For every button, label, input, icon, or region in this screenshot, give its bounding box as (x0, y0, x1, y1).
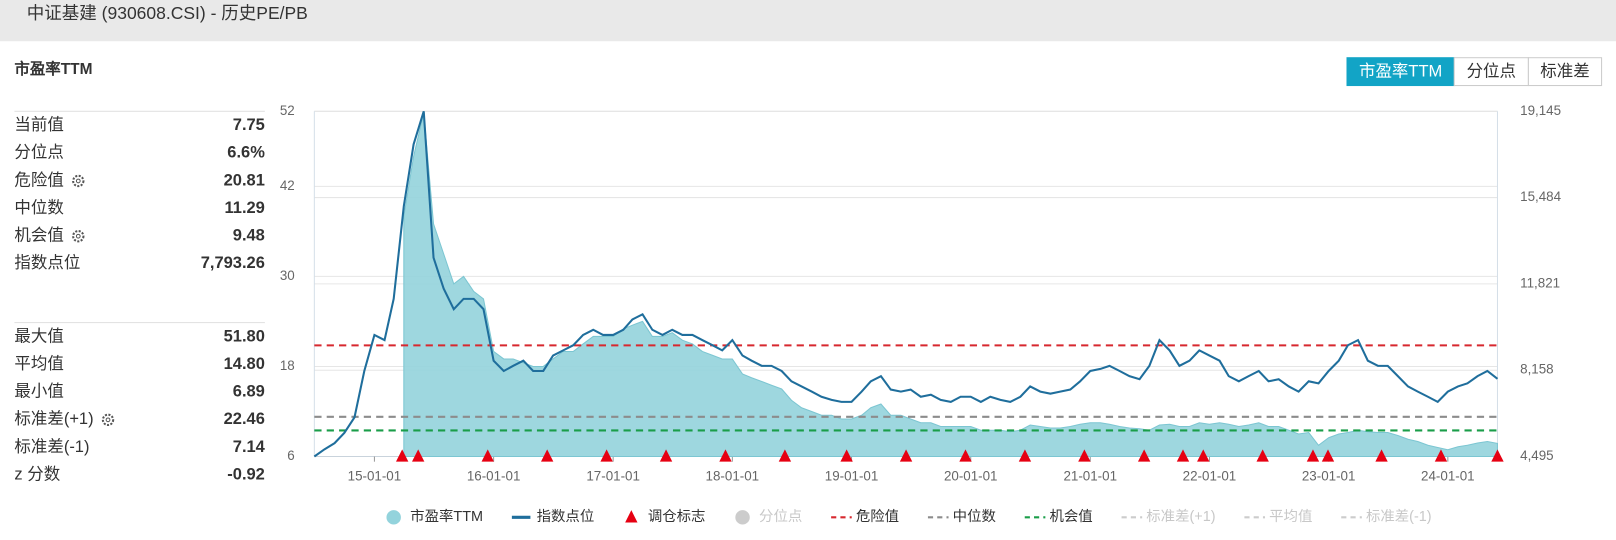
stat-value: 7,793.26 (201, 254, 265, 272)
legend-label[interactable]: 危险值 (856, 508, 899, 525)
tab[interactable] (1346, 57, 1455, 87)
rebalance-marker (1018, 449, 1032, 462)
y2-tick-label: 11,821 (1520, 275, 1560, 290)
legend-label[interactable]: 分位点 (759, 508, 802, 525)
rebalance-marker (1176, 449, 1190, 462)
stat-label: 危险值 (14, 171, 63, 189)
settings-icon-hub (75, 178, 81, 184)
legend-label[interactable]: 中位数 (953, 508, 996, 525)
tab-label[interactable]: 分位点 (1467, 62, 1516, 80)
settings-icon[interactable] (72, 230, 85, 243)
legend-icon[interactable] (735, 510, 750, 525)
y-tick-label: 6 (287, 448, 294, 463)
legend-label[interactable]: 指数点位 (537, 508, 595, 525)
stat-value: 22.46 (224, 410, 265, 428)
stat-label: 当前值 (14, 116, 63, 134)
rebalance-marker (1197, 449, 1210, 462)
legend-label[interactable]: 市盈率TTM (410, 508, 483, 525)
x-tick-label: 15-01-01 (348, 469, 402, 484)
legend-icon[interactable] (386, 510, 401, 525)
rebalance-marker (959, 449, 972, 462)
settings-icon[interactable] (72, 174, 85, 188)
stat-value: 7.14 (233, 438, 266, 456)
legend-icon[interactable] (625, 510, 638, 523)
stat-value: 7.75 (233, 116, 265, 134)
rebalance-marker (899, 449, 913, 462)
y-tick-label: 42 (280, 178, 295, 193)
tab[interactable] (1527, 57, 1603, 87)
legend-label[interactable]: 机会值 (1049, 508, 1092, 525)
stat-value: 6.6% (227, 144, 265, 162)
stat-label: 指数点位 (14, 254, 80, 272)
index-line (313, 110, 1499, 458)
stat-value: 51.80 (224, 327, 265, 345)
x-tick-label: 23-01-01 (1302, 469, 1356, 484)
stat-value: 9.48 (233, 227, 265, 245)
stat-label: 中位数 (14, 199, 63, 217)
x-tick-label: 24-01-01 (1421, 469, 1475, 484)
rebalance-marker (778, 449, 792, 462)
rebalance-marker (1321, 449, 1335, 462)
y2-tick-label: 4,495 (1520, 448, 1553, 463)
rebalance-marker (1256, 449, 1269, 462)
legend-label[interactable]: 调仓标志 (648, 508, 706, 525)
rebalance-marker (1306, 449, 1320, 462)
stat-value: -0.92 (227, 465, 265, 483)
y2-tick-label: 19,145 (1520, 103, 1561, 118)
rebalance-marker (840, 449, 853, 462)
y-tick-label: 52 (280, 103, 295, 118)
stat-label: 平均值 (14, 355, 63, 373)
x-tick-label: 19-01-01 (825, 469, 879, 484)
x-tick-label: 20-01-01 (944, 469, 998, 484)
stat-label: 分位点 (14, 144, 63, 162)
rebalance-marker (1375, 449, 1388, 462)
rebalance-marker (659, 449, 673, 462)
settings-icon[interactable] (101, 413, 115, 427)
rebalance-marker (540, 449, 554, 462)
rebalance-marker (1137, 449, 1151, 462)
x-tick-label: 18-01-01 (706, 469, 760, 484)
rebalance-marker (1491, 449, 1504, 462)
y2-tick-label: 8,158 (1520, 362, 1553, 377)
settings-icon-hub (75, 233, 81, 239)
pe-area (403, 112, 1498, 458)
stat-label: 标准差(-1) (14, 438, 89, 456)
stat-label: 最大值 (14, 327, 63, 345)
rebalance-marker (481, 449, 494, 462)
y2-tick-label: 15,484 (1520, 189, 1561, 204)
settings-icon-hub (105, 417, 111, 423)
rebalance-marker (600, 449, 613, 462)
legend-label[interactable]: 标准差(-1) (1366, 508, 1432, 525)
rebalance-marker (719, 449, 732, 462)
rebalance-marker (1434, 449, 1448, 462)
stat-value: 20.81 (224, 171, 265, 189)
rebalance-marker (412, 449, 425, 462)
y-tick-label: 18 (280, 358, 295, 373)
rebalance-marker (395, 449, 409, 462)
tab-label[interactable]: 标准差 (1540, 62, 1589, 80)
x-tick-label: 22-01-01 (1183, 469, 1237, 484)
x-tick-label: 21-01-01 (1063, 469, 1117, 484)
x-tick-label: 16-01-01 (467, 469, 521, 484)
rebalance-marker (1078, 449, 1091, 462)
stat-value: 11.29 (225, 199, 265, 217)
tab-label[interactable]: 市盈率TTM (1359, 62, 1442, 80)
legend-label[interactable]: 平均值 (1269, 508, 1312, 525)
stat-value: 14.80 (224, 355, 265, 373)
legend-label[interactable]: 标准差(+1) (1146, 508, 1215, 525)
stat-label: 机会值 (14, 227, 63, 245)
y-tick-label: 30 (280, 268, 295, 283)
stat-label: z 分数 (14, 465, 60, 483)
page-title: 中证基建 (930608.CSI) - 历史PE/PB (27, 3, 308, 23)
header-bar (0, 0, 1616, 42)
stat-label: 标准差(+1) (14, 410, 93, 428)
panel-title: 市盈率TTM (14, 59, 92, 78)
stat-label: 最小值 (14, 383, 63, 401)
x-tick-label: 17-01-01 (586, 469, 640, 484)
stat-value: 6.89 (233, 383, 265, 401)
